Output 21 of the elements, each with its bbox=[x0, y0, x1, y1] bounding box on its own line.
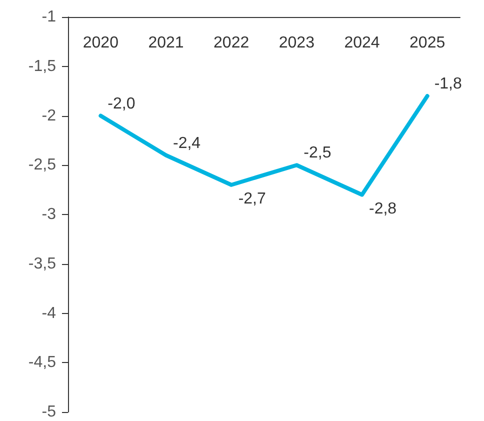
data-label: -2,4 bbox=[173, 134, 201, 152]
x-tick-label: 2024 bbox=[344, 34, 380, 52]
x-tick-label: 2020 bbox=[82, 34, 119, 52]
data-label: -2,8 bbox=[369, 200, 397, 218]
y-tick-label: -3,5 bbox=[28, 255, 56, 272]
data-label: -1,8 bbox=[434, 76, 462, 92]
data-label: -2,7 bbox=[238, 190, 266, 208]
y-tick-label: -4,5 bbox=[28, 354, 56, 372]
y-tick-label: -2 bbox=[42, 107, 56, 124]
x-tick-label: 2025 bbox=[410, 34, 446, 52]
y-tick-label: -1,5 bbox=[28, 58, 56, 75]
y-tick-label: -5 bbox=[42, 404, 56, 420]
data-label: -2,0 bbox=[108, 95, 136, 112]
x-tick-label: 2021 bbox=[148, 34, 184, 52]
y-tick-label: -1 bbox=[42, 8, 56, 26]
x-tick-label: 2023 bbox=[278, 34, 315, 52]
x-tick-label: 2022 bbox=[214, 34, 250, 52]
y-tick-label: -3 bbox=[42, 206, 56, 223]
y-tick-label: -2,5 bbox=[28, 156, 56, 174]
data-label: -2,5 bbox=[304, 144, 332, 162]
y-tick-label: -4 bbox=[42, 304, 56, 322]
